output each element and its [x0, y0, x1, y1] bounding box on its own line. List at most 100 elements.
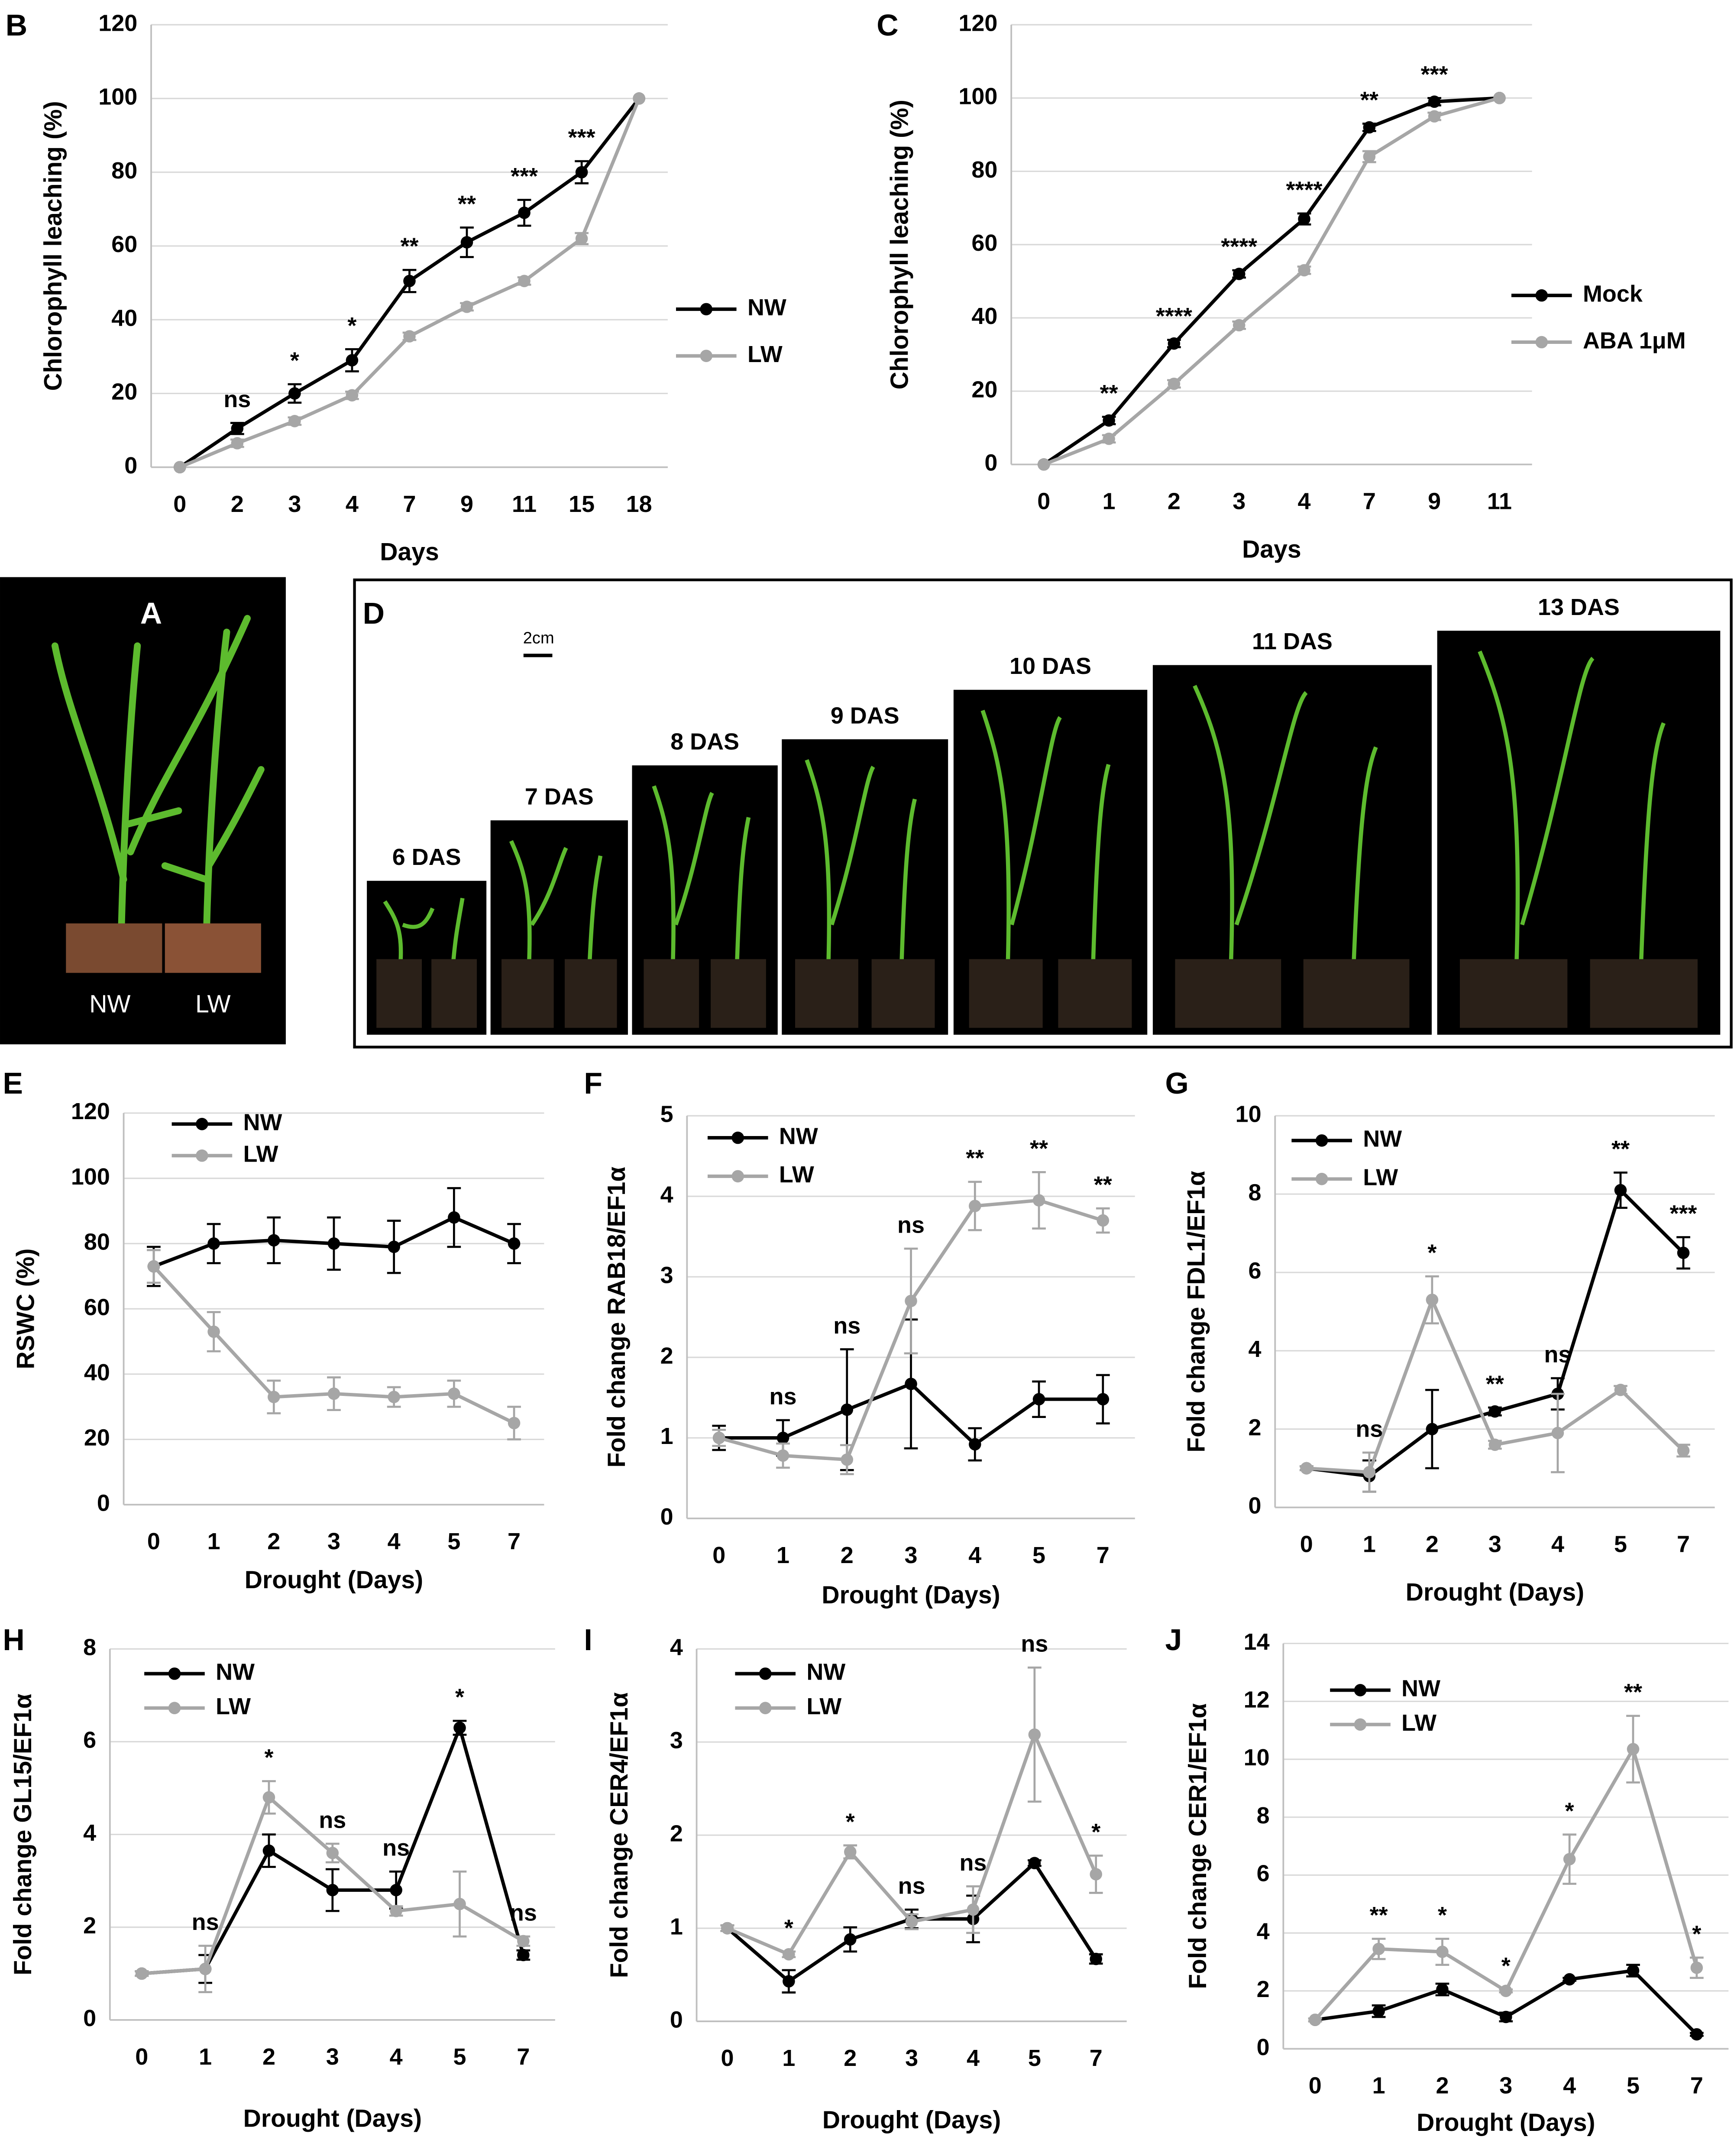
x-tick-label: 2	[1436, 2073, 1449, 2099]
x-tick-label: 3	[1488, 1531, 1501, 1557]
y-tick-label: 0	[1257, 2034, 1270, 2060]
marker	[712, 1431, 725, 1444]
pot	[66, 923, 162, 973]
x-tick-label: 7	[1690, 2073, 1703, 2099]
marker	[135, 1967, 148, 1980]
x-tick-label: 2	[231, 491, 244, 517]
marker	[174, 461, 186, 474]
x-tick-label: 2	[1168, 488, 1181, 514]
x-tick-label: 0	[1037, 488, 1050, 514]
legend-marker	[700, 303, 713, 316]
y-tick-label: 10	[1236, 1101, 1262, 1127]
x-tick-label: 3	[1233, 488, 1246, 514]
x-tick-label: 0	[147, 1528, 160, 1554]
x-tick-label: 0	[721, 2045, 734, 2071]
significance-label: *	[1692, 1921, 1701, 1947]
marker	[518, 207, 531, 219]
x-tick-label: 0	[1300, 1531, 1313, 1557]
y-tick-label: 0	[124, 453, 137, 479]
marker	[460, 301, 473, 313]
pot	[711, 959, 766, 1028]
y-tick-label: 80	[111, 158, 137, 184]
y-tick-label: 2	[670, 1820, 683, 1846]
y-tick-label: 20	[84, 1425, 110, 1451]
marker	[1690, 2028, 1703, 2041]
legend-marker	[1354, 1684, 1367, 1696]
y-tick-label: 10	[1244, 1745, 1270, 1771]
x-tick-label: 5	[1032, 1542, 1045, 1568]
y-tick-label: 4	[1257, 1918, 1270, 1944]
legend-marker	[168, 1667, 181, 1680]
x-tick-label: 0	[173, 491, 186, 517]
marker	[508, 1417, 521, 1430]
series-line	[1315, 1968, 1698, 2036]
y-tick-label: 0	[670, 2007, 683, 2033]
marker	[844, 1845, 857, 1858]
y-axis-label: Fold change FDL1/EF1α	[1183, 1171, 1210, 1453]
x-tick-label: 1	[199, 2044, 212, 2070]
significance-label: *	[1501, 1953, 1511, 1979]
x-tick-label: 5	[1627, 2073, 1640, 2099]
plants-a	[51, 615, 265, 952]
legend-label: LW	[1401, 1710, 1436, 1736]
plant	[1478, 651, 1666, 966]
y-axis-label: Fold change GL15/EF1α	[9, 1693, 37, 1975]
x-tick-label: 5	[1028, 2045, 1041, 2071]
y-tick-label: 120	[71, 1098, 110, 1124]
y-tick-label: 4	[83, 1820, 96, 1846]
y-tick-label: 8	[83, 1635, 96, 1661]
significance-label: ns	[897, 1212, 925, 1238]
y-tick-label: 40	[84, 1360, 110, 1386]
marker	[517, 1935, 530, 1948]
legend-marker	[168, 1702, 181, 1714]
legend-label: LW	[1363, 1164, 1398, 1190]
marker	[390, 1884, 402, 1897]
panel-letter: C	[877, 8, 898, 42]
legend-marker	[759, 1667, 772, 1680]
x-tick-label: 5	[447, 1528, 460, 1554]
significance-label: ns	[960, 1850, 987, 1876]
marker	[1563, 1853, 1576, 1865]
marker	[1090, 1952, 1102, 1965]
x-tick-label: 7	[508, 1528, 521, 1554]
y-tick-label: 60	[971, 230, 997, 256]
legend-label: LW	[806, 1693, 841, 1719]
marker	[1168, 377, 1181, 390]
plant-label: NW	[89, 991, 130, 1018]
plant	[652, 785, 751, 966]
marker	[844, 1933, 857, 1946]
marker	[207, 1325, 220, 1338]
x-tick-label: 1	[1103, 488, 1116, 514]
y-tick-label: 80	[84, 1229, 110, 1255]
y-axis-label: Fold change CER4/EF1α	[605, 1692, 633, 1978]
marker	[1426, 1423, 1439, 1435]
marker	[1436, 1946, 1449, 1958]
y-tick-label: 20	[111, 379, 137, 405]
marker	[1372, 1942, 1385, 1955]
legend-label: LW	[747, 341, 783, 367]
stage-label: 6 DAS	[392, 844, 461, 870]
x-tick-label: 7	[403, 491, 416, 517]
marker	[969, 1200, 981, 1212]
marker	[1500, 2010, 1512, 2023]
panel-letter: E	[3, 1066, 23, 1100]
photo-d-label: D	[363, 596, 385, 630]
marker	[508, 1237, 521, 1250]
y-tick-label: 0	[1249, 1493, 1262, 1519]
x-axis-label: Days	[1242, 535, 1301, 563]
x-axis-label: Drought (Days)	[822, 1581, 1000, 1609]
marker	[327, 1237, 340, 1250]
y-tick-label: 1	[660, 1423, 673, 1449]
y-tick-label: 5	[660, 1101, 673, 1127]
y-tick-label: 4	[1249, 1336, 1262, 1362]
pot	[1058, 959, 1132, 1028]
significance-label: *	[1565, 1798, 1574, 1824]
legend-label: LW	[216, 1693, 251, 1719]
y-tick-label: 0	[97, 1490, 110, 1516]
legend-label: LW	[779, 1162, 814, 1188]
significance-label: ****	[1156, 303, 1192, 329]
marker	[231, 437, 244, 450]
marker	[841, 1453, 854, 1466]
y-tick-label: 120	[958, 10, 997, 36]
